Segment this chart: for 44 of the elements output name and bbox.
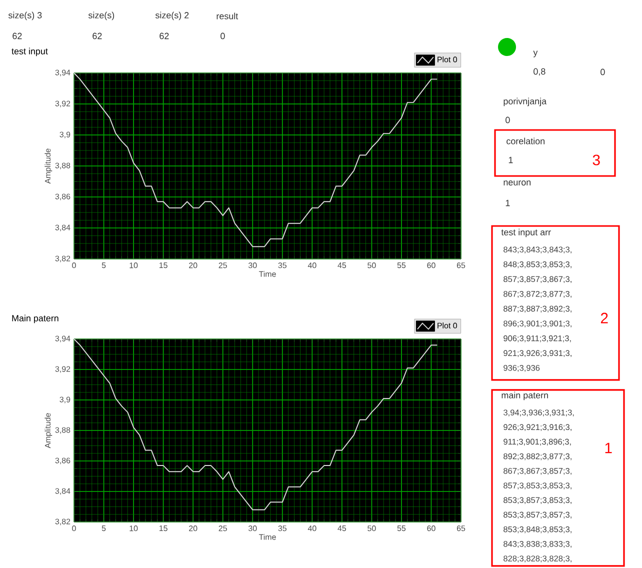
text: 892;3,882;3,877;3,	[504, 453, 572, 460]
text: 887;3,887;3,892;3,	[504, 306, 572, 313]
text: 3	[592, 154, 600, 166]
text: 853;3,857;3,853;3,	[504, 497, 572, 504]
text: result	[216, 12, 238, 20]
text: 828;3,828;3,828;3,	[504, 556, 572, 562]
text: 843;3,838;3,833;3,	[504, 540, 572, 548]
text: test input arr	[501, 228, 551, 238]
text: 848;3,853;3,853;3,	[504, 261, 572, 268]
text: main patern	[502, 392, 548, 400]
chart-title: Main patern	[12, 314, 58, 324]
text: 0	[600, 68, 605, 76]
text: y	[533, 50, 538, 58]
text: 911;3,901;3,896;3,	[504, 438, 571, 446]
text: 867;3,867;3,857;3,	[504, 468, 572, 475]
text: 62	[92, 32, 102, 40]
text: 3,94;3,936;3,931;3,	[504, 410, 574, 416]
text: size(s) 2	[155, 12, 189, 20]
chart-title: test input	[12, 48, 48, 56]
text: corelation	[506, 138, 544, 144]
text: 853;3,848;3,853;3,	[504, 526, 572, 534]
text: 62	[160, 32, 169, 40]
text: 1	[605, 442, 612, 454]
text: neuron	[504, 180, 531, 186]
text: 853;3,857;3,857;3,	[504, 512, 572, 519]
text: porivnjanja	[504, 98, 547, 106]
text: 906;3,911;3,921;3,	[504, 335, 571, 342]
text: 1	[508, 156, 513, 164]
text: 0	[220, 32, 225, 40]
text: size(s) 3	[8, 12, 42, 20]
text: 936;3,936	[504, 364, 540, 372]
text: 62	[12, 32, 22, 40]
text: 0,8	[534, 68, 546, 76]
text: size(s)	[88, 12, 114, 20]
text: 921;3,926;3,931;3,	[504, 350, 572, 358]
text: 857;3,853;3,853;3,	[504, 482, 572, 490]
text: 0	[506, 116, 510, 124]
text: 1	[506, 200, 510, 206]
text: 857;3,857;3,867;3,	[504, 276, 572, 284]
text: 843;3,843;3,843;3,	[504, 246, 572, 254]
text: 926;3,921;3,916;3,	[504, 424, 572, 432]
text: 896;3,901;3,901;3,	[504, 320, 572, 328]
text: 2	[600, 312, 608, 324]
text: 867;3,872;3,877;3,	[504, 290, 572, 298]
